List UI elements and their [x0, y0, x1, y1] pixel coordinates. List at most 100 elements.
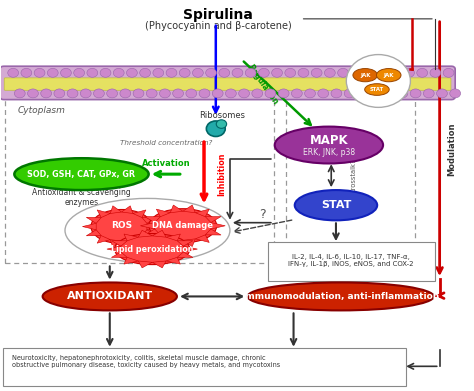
Text: (Phycocyanin and β-carotene): (Phycocyanin and β-carotene) — [145, 21, 292, 31]
Polygon shape — [140, 222, 155, 229]
Text: Activation: Activation — [142, 158, 191, 168]
Ellipse shape — [14, 158, 149, 190]
Circle shape — [430, 68, 441, 77]
Circle shape — [226, 89, 237, 98]
Circle shape — [8, 68, 18, 77]
Circle shape — [423, 89, 434, 98]
Polygon shape — [111, 241, 127, 246]
Polygon shape — [195, 235, 209, 242]
Circle shape — [47, 68, 58, 77]
Circle shape — [252, 89, 263, 98]
Circle shape — [278, 89, 289, 98]
Circle shape — [437, 89, 447, 98]
Circle shape — [140, 68, 151, 77]
Circle shape — [311, 68, 322, 77]
Ellipse shape — [149, 209, 217, 243]
Polygon shape — [124, 234, 138, 241]
Text: Spirulina: Spirulina — [183, 8, 253, 22]
FancyBboxPatch shape — [3, 348, 406, 386]
Polygon shape — [124, 257, 138, 264]
Polygon shape — [97, 236, 110, 243]
Ellipse shape — [376, 68, 401, 82]
Text: Modulation: Modulation — [447, 122, 456, 176]
Circle shape — [450, 89, 461, 98]
Circle shape — [384, 89, 395, 98]
Polygon shape — [211, 222, 225, 229]
Text: Threshold concentration?: Threshold concentration? — [120, 140, 212, 146]
Text: Crosstalk?: Crosstalk? — [351, 159, 357, 193]
Polygon shape — [138, 230, 152, 237]
FancyBboxPatch shape — [268, 242, 435, 281]
Circle shape — [153, 68, 164, 77]
Polygon shape — [205, 229, 221, 235]
Circle shape — [371, 89, 382, 98]
Text: IL-2, IL-4, IL-6, IL-10, IL-17, TNF-α,
IFN-γ, IL-1β, iNOS, eNOS, and COX-2: IL-2, IL-4, IL-6, IL-10, IL-17, TNF-α, I… — [288, 254, 414, 267]
Polygon shape — [177, 252, 193, 257]
Text: Antioxidant & scavenging
enzymes: Antioxidant & scavenging enzymes — [32, 188, 131, 207]
Circle shape — [74, 68, 84, 77]
Circle shape — [21, 68, 32, 77]
Text: Immunomodulation, anti-inflammation: Immunomodulation, anti-inflammation — [242, 292, 439, 301]
Ellipse shape — [91, 210, 152, 244]
Circle shape — [179, 68, 190, 77]
Text: SOD, GSH, CAT, GPx, GR: SOD, GSH, CAT, GPx, GR — [27, 170, 136, 179]
Polygon shape — [166, 257, 181, 264]
Circle shape — [199, 89, 210, 98]
Circle shape — [159, 89, 170, 98]
Ellipse shape — [365, 84, 389, 95]
Polygon shape — [156, 209, 170, 217]
Circle shape — [219, 68, 230, 77]
Polygon shape — [111, 252, 127, 257]
Polygon shape — [152, 261, 166, 268]
Text: MAPK: MAPK — [310, 134, 348, 147]
Text: JAK: JAK — [383, 73, 394, 78]
Circle shape — [192, 68, 203, 77]
Text: ?: ? — [260, 208, 266, 221]
Polygon shape — [110, 206, 121, 213]
Circle shape — [67, 89, 78, 98]
Polygon shape — [86, 217, 101, 223]
Circle shape — [80, 89, 91, 98]
Circle shape — [258, 68, 269, 77]
Ellipse shape — [43, 282, 177, 310]
Polygon shape — [170, 239, 183, 246]
Ellipse shape — [275, 127, 383, 163]
Circle shape — [34, 68, 45, 77]
Circle shape — [54, 89, 65, 98]
Text: Cytoplasm: Cytoplasm — [18, 106, 66, 115]
Circle shape — [212, 89, 223, 98]
Circle shape — [113, 68, 124, 77]
Polygon shape — [133, 210, 146, 217]
Polygon shape — [183, 246, 197, 252]
Text: ANTIOXIDANT: ANTIOXIDANT — [67, 291, 153, 301]
Circle shape — [232, 68, 243, 77]
Circle shape — [120, 89, 131, 98]
Ellipse shape — [65, 198, 230, 262]
Ellipse shape — [295, 190, 377, 221]
Circle shape — [216, 120, 227, 128]
Circle shape — [206, 68, 217, 77]
Circle shape — [292, 89, 302, 98]
Circle shape — [318, 89, 328, 98]
Circle shape — [61, 68, 72, 77]
Circle shape — [206, 121, 225, 136]
Circle shape — [87, 68, 98, 77]
Circle shape — [410, 89, 421, 98]
Circle shape — [443, 68, 454, 77]
Polygon shape — [145, 217, 160, 222]
Polygon shape — [147, 223, 161, 230]
Circle shape — [127, 68, 137, 77]
Circle shape — [298, 68, 309, 77]
Circle shape — [245, 68, 256, 77]
Polygon shape — [195, 209, 209, 217]
Ellipse shape — [115, 233, 190, 265]
Polygon shape — [121, 240, 133, 247]
Circle shape — [272, 68, 283, 77]
Circle shape — [146, 89, 157, 98]
Polygon shape — [142, 230, 157, 236]
Polygon shape — [170, 205, 183, 213]
Text: ERK, JNK, p38: ERK, JNK, p38 — [303, 148, 355, 157]
FancyBboxPatch shape — [0, 66, 455, 100]
Polygon shape — [107, 246, 121, 252]
Circle shape — [100, 68, 111, 77]
